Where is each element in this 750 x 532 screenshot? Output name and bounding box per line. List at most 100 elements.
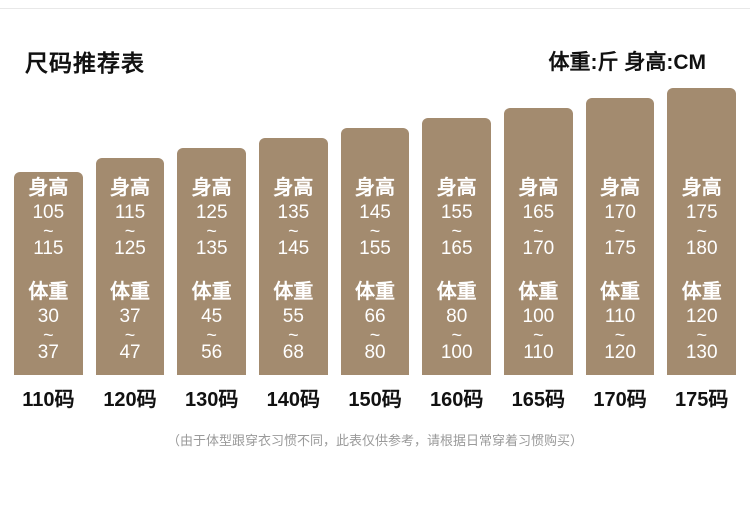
size-bar: 身高 175 ~ 180 体重 120 ~ 130 xyxy=(667,88,737,375)
size-bar: 身高 115 ~ 125 体重 37 ~ 47 xyxy=(95,158,165,375)
tilde: ~ xyxy=(533,221,544,241)
weight-label: 体重 xyxy=(355,281,396,303)
size-bar: 身高 125 ~ 135 体重 45 ~ 56 xyxy=(177,148,247,375)
tilde: ~ xyxy=(288,221,299,241)
weight-max: 130 xyxy=(685,342,718,363)
weight-min: 80 xyxy=(446,306,468,327)
height-label: 身高 xyxy=(110,177,150,199)
height-max: 170 xyxy=(522,238,555,259)
height-label: 身高 xyxy=(600,177,641,199)
height-max: 115 xyxy=(33,238,64,259)
size-bar: 身高 155 ~ 165 体重 80 ~ 100 xyxy=(422,118,492,375)
weight-min: 37 xyxy=(119,306,141,327)
height-max: 145 xyxy=(277,238,310,259)
tilde: ~ xyxy=(124,325,136,345)
weight-max: 110 xyxy=(523,342,554,363)
tilde: ~ xyxy=(369,221,381,241)
size-bar: 身高 135 ~ 145 体重 55 ~ 68 xyxy=(259,138,328,375)
height-min: 105 xyxy=(32,202,65,223)
weight-min: 55 xyxy=(282,306,304,327)
size-chart: 身高 105 ~ 115 体重 30 ~ 37 110码 身高 115 ~ 12… xyxy=(14,88,737,412)
weight-label: 体重 xyxy=(681,281,722,303)
height-min: 135 xyxy=(277,202,310,223)
tilde: ~ xyxy=(451,221,462,241)
tilde: ~ xyxy=(614,221,626,241)
footnote: （由于体型跟穿衣习惯不同，此表仅供参考，请根据日常穿着习惯购买） xyxy=(166,433,583,448)
size-label: 140码 xyxy=(266,389,321,411)
size-bar: 身高 170 ~ 175 体重 110 ~ 120 xyxy=(585,98,655,375)
weight-max: 120 xyxy=(604,342,636,363)
tilde: ~ xyxy=(451,325,462,345)
size-label: 165码 xyxy=(511,389,566,411)
size-column: 身高 115 ~ 125 体重 37 ~ 47 120码 xyxy=(95,158,165,412)
weight-min: 100 xyxy=(522,306,555,327)
height-label: 身高 xyxy=(191,177,232,199)
tilde: ~ xyxy=(533,325,544,345)
size-label: 130码 xyxy=(184,389,239,411)
weight-min: 45 xyxy=(201,306,223,327)
tilde: ~ xyxy=(43,221,54,241)
height-label: 身高 xyxy=(273,177,314,199)
size-column: 身高 170 ~ 175 体重 110 ~ 120 170码 xyxy=(585,98,655,412)
height-max: 125 xyxy=(114,238,146,259)
height-min: 155 xyxy=(440,202,473,223)
size-label: 170码 xyxy=(593,389,647,411)
weight-max: 56 xyxy=(201,342,223,363)
height-min: 125 xyxy=(195,202,228,223)
weight-max: 47 xyxy=(119,342,141,363)
height-max: 135 xyxy=(195,238,228,259)
tilde: ~ xyxy=(614,325,626,345)
height-label: 身高 xyxy=(28,177,69,199)
size-label: 110码 xyxy=(22,389,75,411)
size-column: 身高 145 ~ 155 体重 66 ~ 80 150码 xyxy=(340,128,410,412)
weight-min: 30 xyxy=(37,306,59,327)
size-bar: 身高 105 ~ 115 体重 30 ~ 37 xyxy=(14,172,83,375)
size-column: 身高 155 ~ 165 体重 80 ~ 100 160码 xyxy=(422,118,492,412)
height-min: 175 xyxy=(685,202,718,223)
height-label: 身高 xyxy=(355,177,396,199)
weight-min: 110 xyxy=(604,306,636,327)
height-min: 170 xyxy=(604,202,636,223)
height-max: 180 xyxy=(685,238,718,259)
size-column: 身高 135 ~ 145 体重 55 ~ 68 140码 xyxy=(259,138,328,412)
tilde: ~ xyxy=(124,221,136,241)
height-max: 175 xyxy=(604,238,636,259)
weight-label: 体重 xyxy=(273,281,314,303)
weight-label: 体重 xyxy=(28,281,69,303)
weight-label: 体重 xyxy=(436,281,477,303)
height-label: 身高 xyxy=(518,177,559,199)
size-column: 身高 175 ~ 180 体重 120 ~ 130 175码 xyxy=(667,88,737,412)
size-column: 身高 125 ~ 135 体重 45 ~ 56 130码 xyxy=(177,148,247,412)
size-column: 身高 165 ~ 170 体重 100 ~ 110 165码 xyxy=(504,108,573,412)
size-label: 120码 xyxy=(103,389,157,411)
height-min: 165 xyxy=(522,202,555,223)
size-bar: 身高 145 ~ 155 体重 66 ~ 80 xyxy=(340,128,410,375)
weight-min: 66 xyxy=(364,306,386,327)
tilde: ~ xyxy=(43,325,54,345)
size-label: 160码 xyxy=(430,389,484,411)
tilde: ~ xyxy=(206,325,217,345)
weight-min: 120 xyxy=(685,306,718,327)
tilde: ~ xyxy=(369,325,381,345)
size-label: 175码 xyxy=(675,389,729,411)
weight-max: 100 xyxy=(440,342,473,363)
page-title: 尺码推荐表 xyxy=(25,50,145,76)
weight-label: 体重 xyxy=(191,281,232,303)
height-min: 145 xyxy=(359,202,391,223)
height-label: 身高 xyxy=(681,177,722,199)
height-max: 165 xyxy=(440,238,473,259)
weight-label: 体重 xyxy=(518,281,559,303)
height-min: 115 xyxy=(114,202,146,223)
weight-max: 80 xyxy=(364,342,386,363)
tilde: ~ xyxy=(288,325,299,345)
size-label: 150码 xyxy=(348,389,402,411)
top-divider xyxy=(0,8,750,9)
units-label: 体重:斤 身高:CM xyxy=(548,51,706,74)
weight-label: 体重 xyxy=(600,281,641,303)
weight-max: 37 xyxy=(37,342,59,363)
height-label: 身高 xyxy=(436,177,477,199)
size-bar: 身高 165 ~ 170 体重 100 ~ 110 xyxy=(504,108,573,375)
height-max: 155 xyxy=(359,238,391,259)
tilde: ~ xyxy=(696,325,707,345)
tilde: ~ xyxy=(206,221,217,241)
